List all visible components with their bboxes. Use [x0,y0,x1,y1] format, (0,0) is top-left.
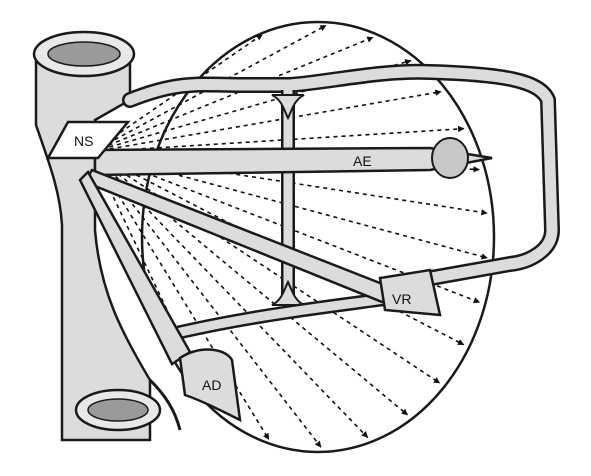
dashed-arrow [102,165,322,448]
label-ns: NS [74,133,93,149]
dashed-arrow [109,89,442,150]
upper-loop-vessel [122,63,560,288]
top-tube-opening [32,30,136,78]
dashed-arrow [107,24,327,145]
ns-shape [45,120,131,160]
bottom-tube-opening [74,388,162,432]
oval-outline [140,20,496,454]
label-vr: VR [392,291,411,307]
lower-left-vessel [148,378,182,431]
label-ae: AE [353,153,372,169]
dashed-arrow [100,166,270,440]
ad-projection [78,169,242,423]
dashed-arrow [103,164,369,438]
label-ad: AD [202,377,221,393]
